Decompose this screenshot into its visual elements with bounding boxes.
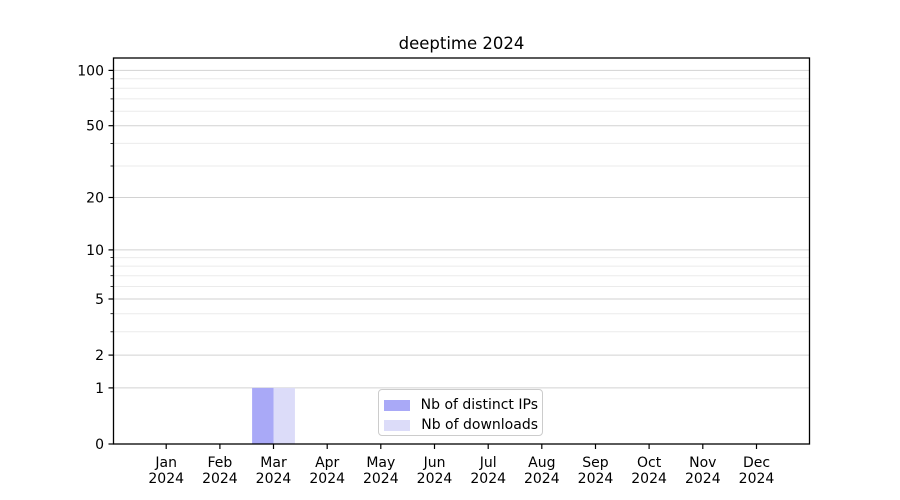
y-tick-label: 20 [86, 191, 104, 207]
x-tick-label-year: 2024 [363, 471, 399, 487]
y-tick-label: 5 [95, 292, 104, 308]
x-tick-label-year: 2024 [578, 471, 614, 487]
y-tick-label: 2 [95, 348, 104, 364]
legend-swatch-downloads [384, 419, 411, 431]
x-tick-label-month: Dec [743, 455, 770, 471]
x-tick-label-month: Jul [479, 455, 497, 471]
x-tick-label-month: May [366, 455, 395, 471]
legend-label-distinct-ips: Nb of distinct IPs [420, 397, 538, 413]
x-tick-label-month: Feb [208, 455, 233, 471]
x-tick-label-year: 2024 [148, 471, 184, 487]
x-tick-label-year: 2024 [256, 471, 292, 487]
x-tick-label-month: Sep [582, 455, 609, 471]
x-tick-label-year: 2024 [470, 471, 506, 487]
x-tick-label-year: 2024 [202, 471, 238, 487]
x-tick-label-month: Oct [637, 455, 662, 471]
x-tick-label-year: 2024 [685, 471, 721, 487]
legend: Nb of distinct IPs Nb of downloads [378, 389, 543, 436]
x-tick-label-year: 2024 [309, 471, 345, 487]
y-tick-label: 50 [86, 119, 104, 135]
bar-nb-of-downloads-mar-2024 [273, 387, 295, 444]
x-tick-label-month: Apr [315, 455, 339, 471]
x-tick-label-year: 2024 [631, 471, 667, 487]
chart-title: deeptime 2024 [398, 34, 525, 53]
y-tick-label: 0 [95, 437, 104, 453]
y-tick-label: 10 [86, 243, 104, 259]
x-tick-label-year: 2024 [417, 471, 453, 487]
legend-swatch-distinct-ips [384, 399, 410, 411]
x-tick-label-month: Jan [154, 455, 177, 471]
x-tick-label-month: Mar [260, 455, 287, 471]
legend-item-distinct-ips: Nb of distinct IPs [384, 395, 538, 415]
x-tick-label-year: 2024 [739, 471, 775, 487]
legend-item-downloads: Nb of downloads [384, 415, 538, 435]
legend-label-downloads: Nb of downloads [421, 417, 538, 433]
plot-border [112, 57, 811, 445]
x-tick-label-month: Nov [689, 455, 716, 471]
x-tick-label-month: Aug [528, 455, 555, 471]
x-tick-label-year: 2024 [524, 471, 560, 487]
x-tick-label-month: Jun [423, 455, 446, 471]
y-tick-label: 1 [95, 381, 104, 397]
y-tick-label: 100 [77, 63, 104, 79]
bar-nb-of-distinct-ips-mar-2024 [252, 387, 274, 444]
